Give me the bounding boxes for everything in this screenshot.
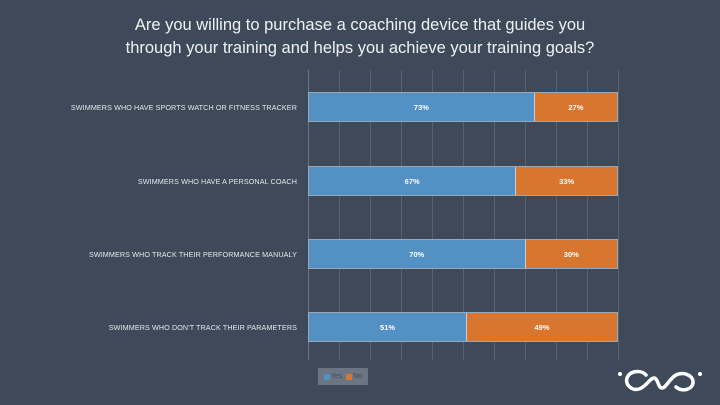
- bar-segment-no: 30%: [524, 240, 617, 268]
- category-label-2: SWIMMERS WHO HAVE A PERSONAL COACH: [137, 177, 297, 186]
- data-label: 33%: [559, 176, 575, 186]
- bar-row-2: 67% 33%: [308, 166, 618, 196]
- bar-segment-yes: 67%: [309, 167, 516, 195]
- bar-segment-no: 27%: [533, 93, 617, 121]
- chart-legend: Yes No: [318, 368, 368, 385]
- gridline: [618, 70, 619, 360]
- chart-title-line-2: through your training and helps you achi…: [125, 39, 595, 57]
- bar-segment-no: 33%: [515, 167, 617, 195]
- gridline: [401, 70, 402, 360]
- gridline: [525, 70, 526, 360]
- legend-label-yes: Yes: [330, 373, 343, 380]
- gridline: [432, 70, 433, 360]
- category-label-1: SWIMMERS WHO HAVE SPORTS WATCH OR FITNES…: [70, 103, 297, 112]
- data-label: 51%: [380, 322, 396, 332]
- legend-swatch-yes: [323, 373, 330, 380]
- data-label: 49%: [534, 322, 550, 332]
- bar-row-1: 73% 27%: [308, 92, 618, 122]
- data-label: 27%: [568, 102, 584, 112]
- bar-segment-yes: 73%: [309, 93, 534, 121]
- legend-label-no: No: [353, 373, 363, 380]
- bar-segment-yes: 51%: [309, 313, 467, 341]
- gridline: [370, 70, 371, 360]
- legend-item-no: No: [346, 373, 362, 380]
- chart-title: Are you willing to purchase a coaching d…: [0, 14, 720, 60]
- legend-swatch-no: [346, 373, 353, 380]
- gridline: [494, 70, 495, 360]
- bar-segment-no: 49%: [466, 313, 617, 341]
- data-label: 73%: [413, 102, 429, 112]
- data-label: 30%: [563, 249, 579, 259]
- legend-item-yes: Yes: [323, 373, 343, 380]
- brand-logo-icon: [618, 369, 702, 392]
- gridline: [587, 70, 588, 360]
- chart-title-line-1: Are you willing to purchase a coaching d…: [134, 16, 586, 34]
- category-label-3: SWIMMERS WHO TRACK THEIR PERFORMANCE MAN…: [88, 250, 297, 259]
- gridline: [339, 70, 340, 360]
- bar-row-4: 51% 49%: [308, 312, 618, 342]
- bar-row-3: 70% 30%: [308, 239, 618, 269]
- gridline: [556, 70, 557, 360]
- gridline: [463, 70, 464, 360]
- category-axis: [308, 70, 309, 360]
- bar-segment-yes: 70%: [309, 240, 525, 268]
- data-label: 67%: [404, 176, 420, 186]
- data-label: 70%: [409, 249, 425, 259]
- category-label-4: SWIMMERS WHO DON'T TRACK THEIR PARAMETER…: [108, 323, 297, 332]
- plot-area: 73% 27% 67% 33% 70% 30% 51% 49%: [308, 70, 619, 360]
